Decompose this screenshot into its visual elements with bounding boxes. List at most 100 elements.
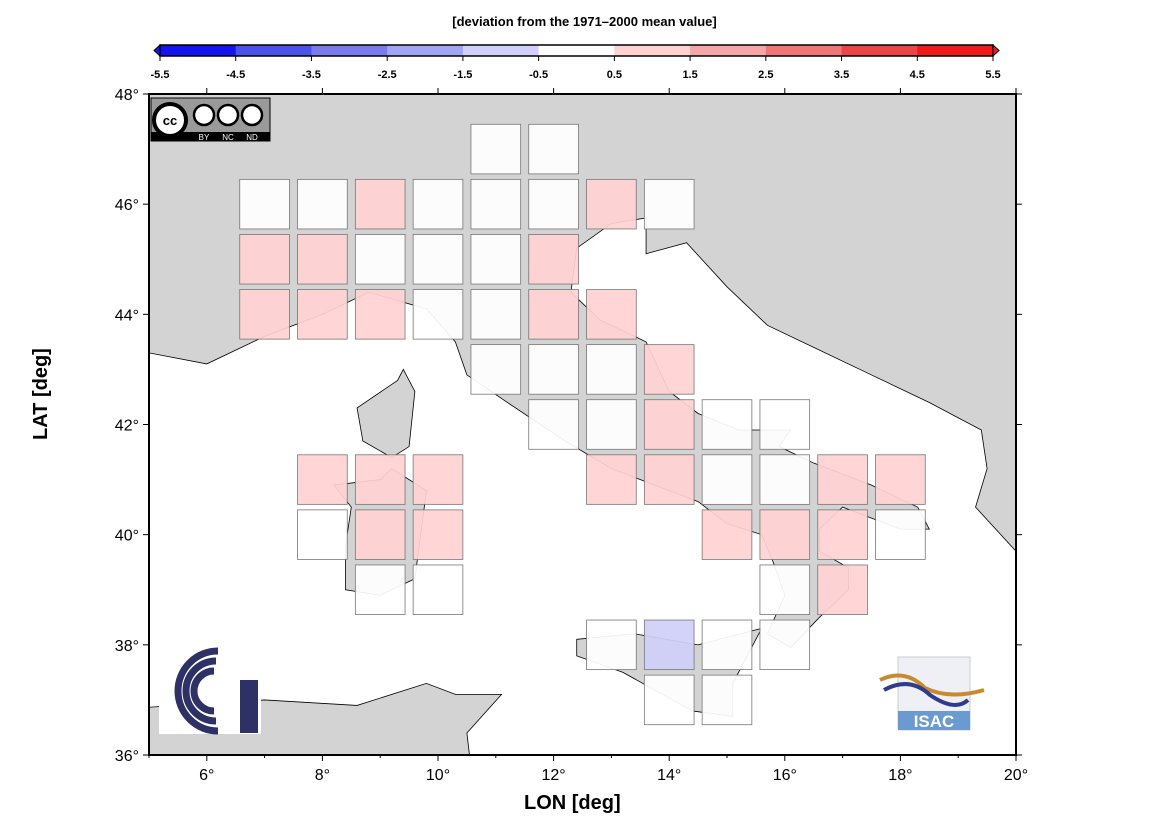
colorbar-tick-label: -0.5: [529, 69, 548, 81]
cnr-arc: [182, 657, 217, 725]
grid-cell: [759, 564, 811, 615]
cc-icon: [152, 102, 188, 138]
grid-cell: [586, 289, 637, 340]
colorbar-bin: [462, 45, 540, 56]
colorbar-bin: [538, 45, 615, 56]
x-tick-label: 6°: [199, 767, 214, 784]
grid-cell: [701, 619, 753, 671]
y-tick-label: 42°: [115, 418, 139, 435]
colorbar-bin: [387, 45, 464, 56]
nc-icon: [216, 103, 240, 127]
colorbar-min-arrow: [153, 43, 161, 58]
grid-cell: [701, 509, 753, 560]
grid-cell: [297, 178, 348, 230]
grid-cell: [354, 509, 406, 560]
grid-cell: [297, 509, 348, 560]
grid-cell: [528, 234, 579, 285]
grid-cell: [412, 509, 464, 560]
x-tick-label: 20°: [1004, 767, 1028, 784]
y-tick-label: 44°: [115, 307, 139, 324]
cnr-arc: [190, 667, 215, 715]
y-tick-label: 38°: [115, 638, 139, 655]
grid-cell: [354, 234, 406, 285]
grid-cell: [354, 178, 406, 230]
x-tick-label: 16°: [773, 767, 797, 784]
grid-cell: [643, 399, 695, 450]
grid-cell: [470, 344, 522, 395]
grid-cell: [528, 289, 579, 340]
x-tick-label: 8°: [315, 767, 330, 784]
grid-cell: [297, 454, 348, 505]
cnr-arc: [174, 647, 219, 735]
y-axis-label: LAT [deg]: [30, 348, 52, 440]
isac-wave-orange: [879, 673, 985, 697]
grid-cell: [354, 564, 406, 615]
colorbar-tick-label: -5.5: [151, 69, 170, 81]
isac-logo: ISAC: [879, 656, 985, 731]
grid-cell: [586, 454, 637, 505]
cnr-logo: [159, 647, 261, 735]
colorbar-bin: [690, 45, 767, 56]
colorbar-bin: [160, 45, 237, 56]
y-tick-label: 36°: [115, 748, 139, 765]
grid-cell: [239, 178, 290, 230]
grid-cell: [817, 454, 868, 505]
colorbar-tick-label: 2.5: [758, 69, 773, 81]
grid-cell: [586, 399, 637, 450]
grid-cell: [817, 509, 868, 560]
grid-cell: [643, 619, 695, 671]
x-axis-label: LON [deg]: [524, 792, 621, 814]
grid-cell: [354, 454, 406, 505]
colorbar-tick-label: 0.5: [607, 69, 622, 81]
grid-cell: [759, 619, 811, 671]
grid-cell: [470, 234, 522, 285]
cc-label: ND: [246, 133, 258, 142]
nd-icon: [240, 103, 264, 127]
grid-cell: [528, 123, 579, 175]
land-north-africa: [149, 682, 503, 755]
isac-wave-blue: [883, 682, 970, 707]
y-tick-label: 40°: [115, 528, 139, 545]
colorbar-tick-label: -1.5: [453, 69, 472, 81]
grid-cell: [412, 178, 464, 230]
x-tick-label: 12°: [541, 767, 565, 784]
grid-cell: [412, 564, 464, 615]
colorbar-max-arrow: [992, 43, 1000, 58]
grid-cell: [643, 674, 695, 726]
cc-label: NC: [222, 133, 234, 142]
isac-text: ISAC: [914, 712, 955, 731]
grid-cell: [297, 289, 348, 340]
grid-cell: [528, 344, 579, 395]
grid-cell: [817, 564, 868, 615]
grid-cell: [412, 234, 464, 285]
grid-cell: [470, 178, 522, 230]
grid-cell: [412, 454, 464, 505]
colorbar-tick-label: 5.5: [985, 69, 1000, 81]
colorbar-title: [deviation from the 1971–2000 mean value…: [452, 14, 717, 29]
land-corsica: [356, 368, 416, 459]
colorbar-tick-label: 1.5: [682, 69, 697, 81]
grid-cell: [354, 289, 406, 340]
colorbar-bin: [841, 45, 918, 56]
colorbar-tick-label: -2.5: [378, 69, 397, 81]
grid-cell: [875, 509, 926, 560]
grid-cell: [297, 234, 348, 285]
grid-cell: [586, 619, 637, 671]
grid-cell: [586, 344, 637, 395]
grid-cell: [239, 289, 290, 340]
grid-cell: [701, 454, 753, 505]
grid-cell: [759, 454, 811, 505]
cc-badge-strip: [151, 132, 270, 141]
colorbar-tick-label: -4.5: [226, 69, 245, 81]
colorbar-bin: [614, 45, 691, 56]
colorbar-bin: [765, 45, 843, 56]
grid-cell: [643, 178, 695, 230]
grid-cell: [759, 399, 811, 450]
grid-cell: [701, 674, 753, 726]
y-tick-label: 48°: [115, 87, 139, 104]
grid-cell: [528, 178, 579, 230]
grid-cell: [701, 399, 753, 450]
grid-cell: [470, 289, 522, 340]
grid-cell: [759, 509, 811, 560]
